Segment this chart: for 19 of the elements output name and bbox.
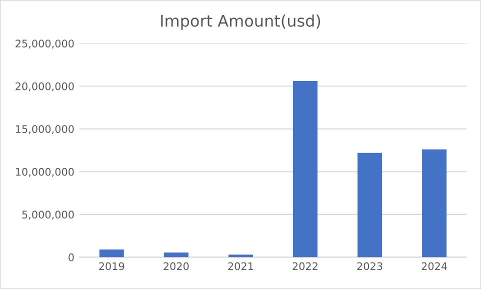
bar <box>422 149 447 258</box>
y-tick-label: 5,000,000 <box>22 210 74 220</box>
chart-title: Import Amount(usd) <box>161 14 320 30</box>
x-tick-label: 2019 <box>99 262 124 270</box>
bar <box>164 252 188 258</box>
y-tick-label: 0 <box>68 253 74 262</box>
x-tick-label: 2021 <box>228 262 253 270</box>
x-tick-label: 2020 <box>164 262 189 270</box>
y-tick-label: 10,000,000 <box>16 168 74 177</box>
x-tick-label: 2024 <box>422 262 447 270</box>
y-tick-label: 20,000,000 <box>16 82 74 92</box>
bar <box>358 152 382 258</box>
y-tick-label: 15,000,000 <box>16 125 74 134</box>
bar <box>228 254 253 258</box>
y-tick-label: 25,000,000 <box>16 40 74 49</box>
bar <box>292 80 318 258</box>
bar <box>99 250 124 258</box>
x-tick-label: 2023 <box>357 262 382 270</box>
x-tick-label: 2022 <box>292 262 318 270</box>
